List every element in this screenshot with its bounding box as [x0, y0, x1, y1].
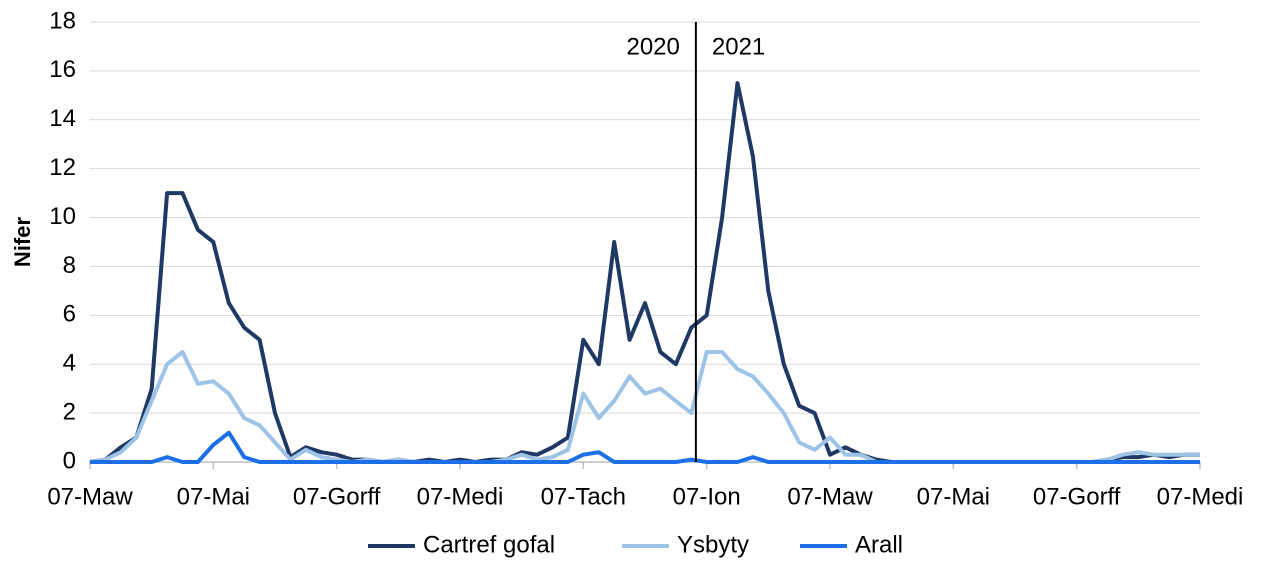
series-line — [89, 81, 1200, 464]
y-tick-label: 12 — [49, 154, 76, 181]
y-tick-label: 4 — [63, 350, 76, 377]
y-tick-label: 8 — [63, 252, 76, 279]
x-tick-label: 07-Maw — [47, 483, 133, 510]
x-tick-label: 07-Gorff — [293, 483, 381, 510]
y-tick-label: 16 — [49, 56, 76, 83]
y-tick-label: 14 — [49, 105, 76, 132]
x-tick-label: 07-Maw — [787, 483, 873, 510]
y-tick-label: 2 — [63, 398, 76, 425]
y-axis-label: Nifer — [10, 217, 35, 268]
x-tick-label: 07-Medi — [417, 483, 504, 510]
legend-label: Cartref gofal — [423, 531, 555, 558]
x-tick-label: 07-Ion — [673, 483, 741, 510]
divider-label: 2020 — [626, 33, 679, 60]
x-tick-label: 07-Medi — [1157, 483, 1244, 510]
x-tick-label: 07-Gorff — [1033, 483, 1121, 510]
x-tick-label: 07-Mai — [177, 483, 250, 510]
x-tick-label: 07-Tach — [541, 483, 626, 510]
series-line — [90, 430, 1200, 464]
legend-label: Ysbyty — [677, 531, 749, 558]
y-tick-label: 0 — [63, 447, 76, 474]
legend-label: Arall — [855, 531, 903, 558]
divider-label: 2021 — [712, 33, 765, 60]
series-line — [89, 350, 1200, 464]
y-tick-label: 18 — [49, 7, 76, 34]
y-tick-label: 6 — [63, 301, 76, 328]
x-tick-label: 07-Mai — [917, 483, 990, 510]
y-tick-label: 10 — [49, 203, 76, 230]
